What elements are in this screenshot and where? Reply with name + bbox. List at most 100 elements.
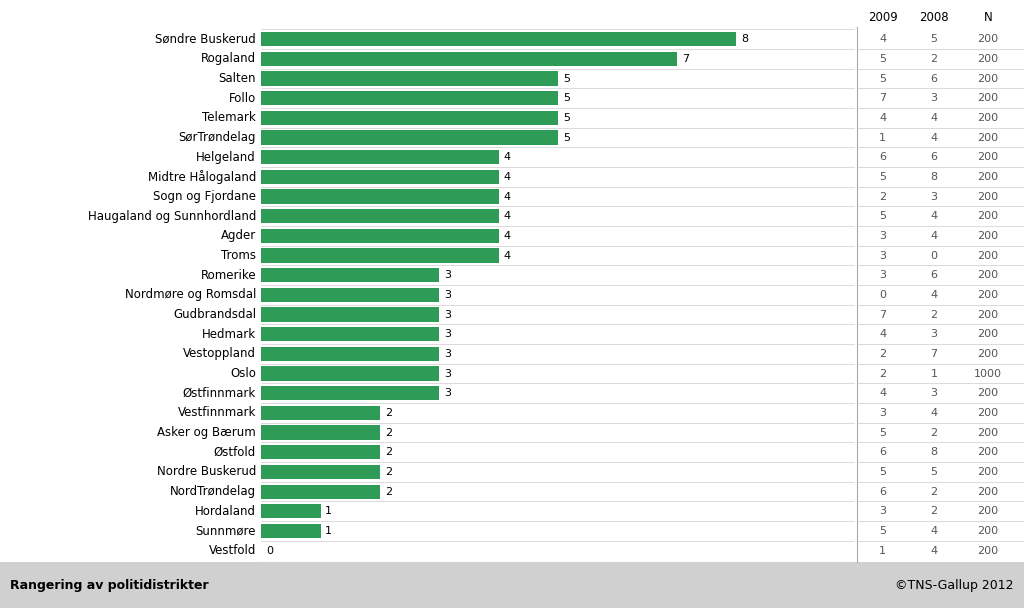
Text: Sogn og Fjordane: Sogn og Fjordane bbox=[153, 190, 256, 203]
Text: 2008: 2008 bbox=[920, 12, 948, 24]
Bar bbox=[261, 386, 439, 400]
Text: Nordmøre og Romsdal: Nordmøre og Romsdal bbox=[125, 288, 256, 302]
Text: SørTrøndelag: SørTrøndelag bbox=[178, 131, 256, 144]
Text: 7: 7 bbox=[880, 309, 886, 320]
Bar bbox=[261, 327, 439, 341]
Text: 4: 4 bbox=[504, 152, 511, 162]
Text: Haugaland og Sunnhordland: Haugaland og Sunnhordland bbox=[88, 210, 256, 223]
Text: 2: 2 bbox=[931, 486, 937, 497]
Text: 200: 200 bbox=[978, 270, 998, 280]
Text: 2: 2 bbox=[931, 54, 937, 64]
Text: 4: 4 bbox=[931, 526, 937, 536]
Text: 2009: 2009 bbox=[867, 12, 898, 24]
Text: Midtre Hålogaland: Midtre Hålogaland bbox=[147, 170, 256, 184]
Text: ©TNS-Gallup 2012: ©TNS-Gallup 2012 bbox=[895, 579, 1014, 592]
Text: 1: 1 bbox=[326, 506, 332, 516]
Text: 200: 200 bbox=[978, 309, 998, 320]
Bar bbox=[261, 150, 499, 164]
Bar bbox=[261, 308, 439, 322]
Text: 5: 5 bbox=[880, 526, 886, 536]
Text: Hedmark: Hedmark bbox=[202, 328, 256, 340]
Text: 3: 3 bbox=[880, 506, 886, 516]
Text: 3: 3 bbox=[880, 408, 886, 418]
Text: 0: 0 bbox=[266, 545, 272, 556]
Text: 2: 2 bbox=[931, 309, 937, 320]
Bar bbox=[261, 485, 380, 499]
Bar bbox=[261, 229, 499, 243]
Text: 200: 200 bbox=[978, 506, 998, 516]
Text: Vestfinnmark: Vestfinnmark bbox=[177, 406, 256, 420]
Text: Østfold: Østfold bbox=[214, 446, 256, 459]
Text: 200: 200 bbox=[978, 447, 998, 457]
Text: 200: 200 bbox=[978, 231, 998, 241]
Text: 2: 2 bbox=[385, 427, 392, 438]
Text: 1000: 1000 bbox=[974, 368, 1002, 379]
Text: 5: 5 bbox=[880, 172, 886, 182]
Text: 4: 4 bbox=[931, 545, 937, 556]
Text: 2: 2 bbox=[385, 486, 392, 497]
Text: 6: 6 bbox=[931, 74, 937, 83]
Text: 5: 5 bbox=[880, 54, 886, 64]
Text: Hordaland: Hordaland bbox=[195, 505, 256, 518]
Bar bbox=[261, 131, 558, 145]
Bar bbox=[261, 347, 439, 361]
Text: 3: 3 bbox=[444, 349, 451, 359]
Text: 200: 200 bbox=[978, 427, 998, 438]
Text: 8: 8 bbox=[741, 34, 749, 44]
Text: 3: 3 bbox=[880, 250, 886, 261]
Text: 4: 4 bbox=[931, 211, 937, 221]
Text: 7: 7 bbox=[682, 54, 689, 64]
Text: 2: 2 bbox=[880, 368, 886, 379]
Bar bbox=[261, 426, 380, 440]
Text: 5: 5 bbox=[563, 133, 569, 142]
Text: 6: 6 bbox=[880, 486, 886, 497]
Text: 1: 1 bbox=[931, 368, 937, 379]
Bar bbox=[261, 91, 558, 105]
Text: 4: 4 bbox=[880, 113, 886, 123]
Text: 2: 2 bbox=[931, 506, 937, 516]
Text: 3: 3 bbox=[444, 290, 451, 300]
Text: 4: 4 bbox=[504, 172, 511, 182]
Text: 6: 6 bbox=[931, 152, 937, 162]
Text: 3: 3 bbox=[444, 329, 451, 339]
Text: 3: 3 bbox=[880, 231, 886, 241]
Text: 5: 5 bbox=[880, 211, 886, 221]
Text: 4: 4 bbox=[504, 250, 511, 261]
Text: N: N bbox=[984, 12, 992, 24]
Text: 3: 3 bbox=[931, 192, 937, 201]
Text: 200: 200 bbox=[978, 54, 998, 64]
Text: 4: 4 bbox=[931, 408, 937, 418]
Text: Gudbrandsdal: Gudbrandsdal bbox=[173, 308, 256, 321]
Text: 200: 200 bbox=[978, 526, 998, 536]
Text: 200: 200 bbox=[978, 250, 998, 261]
Text: 0: 0 bbox=[880, 290, 886, 300]
Text: 4: 4 bbox=[931, 133, 937, 142]
Text: 5: 5 bbox=[880, 74, 886, 83]
Text: 6: 6 bbox=[880, 152, 886, 162]
Text: Rangering av politidistrikter: Rangering av politidistrikter bbox=[10, 579, 209, 592]
Text: 4: 4 bbox=[880, 389, 886, 398]
Text: 4: 4 bbox=[931, 290, 937, 300]
Bar bbox=[261, 170, 499, 184]
Text: 200: 200 bbox=[978, 172, 998, 182]
Text: Agder: Agder bbox=[221, 229, 256, 243]
Text: 3: 3 bbox=[931, 329, 937, 339]
Text: 2: 2 bbox=[385, 467, 392, 477]
Text: 200: 200 bbox=[978, 290, 998, 300]
Text: Oslo: Oslo bbox=[230, 367, 256, 380]
Text: 5: 5 bbox=[880, 467, 886, 477]
Bar bbox=[261, 111, 558, 125]
Bar bbox=[261, 445, 380, 459]
Text: 3: 3 bbox=[444, 368, 451, 379]
Text: 2: 2 bbox=[931, 427, 937, 438]
Text: 200: 200 bbox=[978, 93, 998, 103]
Bar bbox=[261, 367, 439, 381]
Bar bbox=[261, 71, 558, 86]
Text: 4: 4 bbox=[504, 231, 511, 241]
Text: 5: 5 bbox=[563, 113, 569, 123]
Text: 200: 200 bbox=[978, 34, 998, 44]
Text: 3: 3 bbox=[880, 270, 886, 280]
Text: 8: 8 bbox=[931, 172, 937, 182]
Text: 200: 200 bbox=[978, 408, 998, 418]
Text: Troms: Troms bbox=[221, 249, 256, 262]
